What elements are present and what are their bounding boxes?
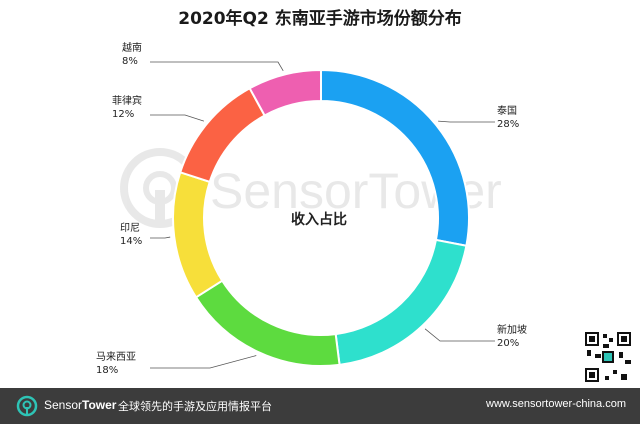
slice-value-label-3: 14% <box>120 236 142 247</box>
leader-line-2 <box>150 355 257 369</box>
slice-labels: 泰国 28% 新加坡 20% 马来西亚 18% 印尼 14% 菲律宾 12% 越南 8% <box>96 41 527 376</box>
slice-label-4: 菲律宾 <box>112 94 142 107</box>
donut-slices <box>172 68 470 367</box>
footer-bar: SensorTower 全球领先的手游及应用情报平台 www.sensortow… <box>0 388 640 424</box>
footer-brand: SensorTower <box>44 398 116 412</box>
slice-value-label-5: 8% <box>122 56 138 67</box>
slice-label-3: 印尼 <box>120 222 140 234</box>
leader-line-5 <box>150 61 284 71</box>
leader-lines <box>150 61 495 369</box>
donut-chart: SensorTower 收入占比 泰国28%新加坡20%马来西亚18%印尼14%… <box>96 41 527 376</box>
slice-2 <box>194 279 341 367</box>
slice-1 <box>334 238 468 366</box>
slice-value-label-0: 28% <box>497 119 519 130</box>
slice-value-label-1: 20% <box>497 338 519 349</box>
leader-line-4 <box>150 114 205 122</box>
slice-label-5: 越南 <box>122 41 142 54</box>
center-label: 收入占比 <box>291 211 347 228</box>
footer-brand-suffix: Tower <box>82 398 117 412</box>
leader-line-1 <box>424 328 495 342</box>
slice-value-label-2: 18% <box>96 365 118 376</box>
slice-label-2: 马来西亚 <box>96 351 136 363</box>
sensortower-logo-icon <box>16 395 38 417</box>
chart-title: 2020年Q2 东南亚手游市场份额分布 <box>178 9 462 29</box>
slice-label-1: 新加坡 <box>497 323 527 336</box>
qr-code-icon <box>583 330 633 384</box>
footer-tagline: 全球领先的手游及应用情报平台 <box>118 400 272 413</box>
slice-label-0: 泰国 <box>497 104 517 117</box>
leader-line-3 <box>150 236 171 239</box>
footer-url: www.sensortower-china.com <box>486 398 626 410</box>
slice-5 <box>248 68 322 117</box>
slice-value-label-4: 12% <box>112 109 134 120</box>
leader-line-0 <box>438 120 495 123</box>
footer-brand-prefix: Sensor <box>44 398 83 412</box>
